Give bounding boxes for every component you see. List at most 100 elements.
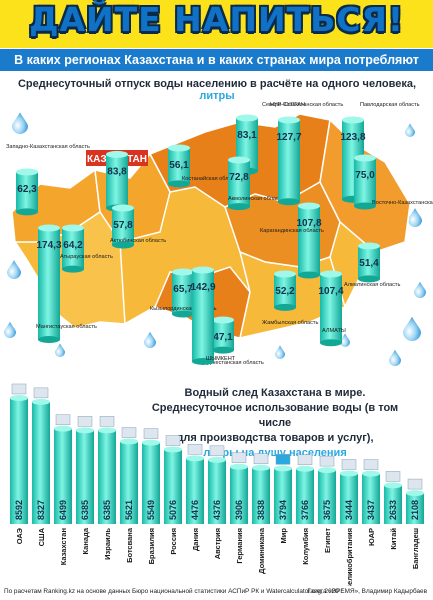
- world-bar-value: 4476: [190, 500, 200, 520]
- world-bar-10: 3906 Германия: [230, 452, 248, 564]
- author-credit: Газета «ВРЕМЯ», Владимир Кадырбаев: [307, 588, 427, 595]
- world-bar-top: [274, 465, 292, 472]
- region-cylinder-4-bottom: [278, 198, 300, 206]
- world-bar-8: 4476 Дания: [186, 444, 204, 551]
- world-bar-2: 6499 Казахстан: [54, 414, 72, 565]
- world-bar-label: Германия: [235, 528, 244, 564]
- world-bar-body: [406, 493, 424, 524]
- region-cylinder-4-value: 127,7: [276, 132, 301, 143]
- world-bar-value: 3675: [322, 500, 332, 520]
- world-bar-body: [340, 473, 358, 524]
- header-banner: ДАЙТЕ НАПИТЬСЯ!: [0, 0, 433, 48]
- world-bar-body: [362, 473, 380, 524]
- region-cylinder-2: 56,1: [168, 144, 190, 188]
- world-bar-value: 3838: [256, 500, 266, 520]
- world-bar-top: [406, 490, 424, 497]
- world-bar-value: 8592: [14, 500, 24, 520]
- world-bar-7: 5076 Россия: [164, 435, 182, 555]
- region-cylinder-16-top: [320, 270, 342, 278]
- world-bar-body: [186, 458, 204, 524]
- world-bar-6: 5549 Бразилия: [142, 428, 160, 564]
- source-note: По расчетам Ranking.kz на основе данных …: [4, 588, 344, 595]
- region-cylinder-10-bottom: [38, 336, 60, 344]
- flag-icon: [33, 387, 49, 399]
- region-cylinder-4-top: [278, 116, 300, 124]
- flag-icon: [77, 416, 93, 427]
- flag-icon: [99, 416, 115, 427]
- kazakhstan-total-cylinder-value: 83,8: [107, 166, 127, 177]
- region-cylinder-6: 75,0: [354, 154, 376, 210]
- region-cylinder-16: 107,4: [318, 270, 344, 347]
- world-bar-label: Австрия: [213, 528, 222, 559]
- region-cylinder-15-value: 51,4: [359, 258, 379, 269]
- flag-icon: [275, 454, 291, 465]
- world-bar-label: Ботсвана: [125, 527, 134, 563]
- region-cylinder-9-value: 107,8: [296, 218, 321, 229]
- world-bar-value: 2108: [410, 500, 420, 520]
- page-title: ДАЙТЕ НАПИТЬСЯ!: [29, 0, 404, 39]
- region-cylinder-3-value: 72,8: [229, 172, 249, 183]
- world-bar-label: Бразилия: [147, 528, 156, 564]
- world-bar-value: 2633: [388, 500, 398, 520]
- region-label-10: Мангистауская область: [36, 324, 97, 330]
- region-label-8: Актюбинская область: [110, 238, 166, 244]
- flag-icon: [407, 478, 423, 490]
- region-cylinder-9-body: [298, 206, 320, 275]
- world-bar-body: [32, 401, 50, 524]
- flag-icon: [363, 459, 379, 470]
- region-cylinder-12-bottom: [274, 303, 296, 311]
- world-bar-value: 5549: [146, 500, 156, 520]
- world-bar-body: [230, 466, 248, 524]
- water-drop-icon: [12, 112, 28, 134]
- world-bar-13: 3766 Колумбия: [296, 454, 314, 565]
- flag-icon: [121, 427, 137, 438]
- region-cylinder-5-top: [342, 116, 364, 124]
- world-bars-group: 8592ОАЭ8327США6499Казахстан6385Канада638…: [10, 383, 424, 586]
- world-bar-4: 6385 Израиль: [98, 416, 116, 560]
- world-bar-label: ОАЭ: [15, 527, 24, 544]
- kazakhstan-total-cylinder-top: [106, 150, 128, 158]
- world-bar-label: Мир: [279, 528, 288, 544]
- region-cylinder-3-top: [228, 156, 250, 164]
- region-label-16: АЛМАТЫ: [322, 328, 346, 334]
- world-bar-value: 6385: [102, 500, 112, 520]
- world-bar-body: [252, 467, 270, 524]
- region-cylinder-5-value: 123,8: [340, 132, 365, 143]
- region-cylinder-16-value: 107,4: [318, 286, 343, 297]
- world-bar-chart: 8592ОАЭ8327США6499Казахстан6385Канада638…: [10, 383, 424, 586]
- map-section-title: Среднесуточный отпуск воды населению в р…: [4, 78, 430, 102]
- map-title-unit: литры: [199, 90, 235, 102]
- world-bar-9: 4376 Австрия: [208, 445, 226, 559]
- world-bar-top: [142, 439, 160, 446]
- region-cylinder-10-top: [38, 224, 60, 232]
- water-drop-icon: [144, 331, 156, 348]
- world-bar-14: 3675 Египет: [318, 455, 336, 553]
- world-bar-body: [76, 430, 94, 524]
- footer: По расчетам Ranking.kz на основе данных …: [0, 586, 433, 600]
- region-cylinder-9-bottom: [298, 271, 320, 279]
- flag-icon: [55, 414, 71, 425]
- region-cylinder-13-top: [212, 316, 234, 324]
- region-label-15: Алматинская область: [344, 282, 400, 288]
- region-label-11: Кызылординская область: [150, 306, 217, 312]
- region-cylinders: 83,8 83,1 Северо-Казахстанская область 62,3…: [6, 102, 433, 366]
- region-cylinder-4: 127,7: [276, 116, 302, 206]
- world-bar-top: [32, 398, 50, 405]
- region-cylinder-8-bottom: [112, 241, 134, 249]
- world-bar-label: Великобритания: [345, 528, 354, 586]
- region-cylinder-7: 64,2: [62, 224, 84, 273]
- world-bar-body: [296, 468, 314, 524]
- world-bar-17: 2633 Китай: [384, 471, 402, 550]
- region-cylinder-14-bottom: [192, 357, 214, 365]
- flag-icon: [209, 445, 225, 457]
- region-cylinder-13-bottom: [212, 346, 234, 354]
- world-bar-value: 3794: [278, 500, 288, 520]
- region-label-2: Костанайская область: [182, 175, 240, 182]
- region-cylinder-0-top: [236, 114, 258, 122]
- region-cylinder-4-body: [278, 120, 300, 202]
- region-cylinder-15-body: [358, 246, 380, 279]
- region-cylinder-14-body: [192, 270, 214, 362]
- region-cylinder-2-bottom: [168, 180, 190, 188]
- region-cylinder-7-bottom: [62, 265, 84, 273]
